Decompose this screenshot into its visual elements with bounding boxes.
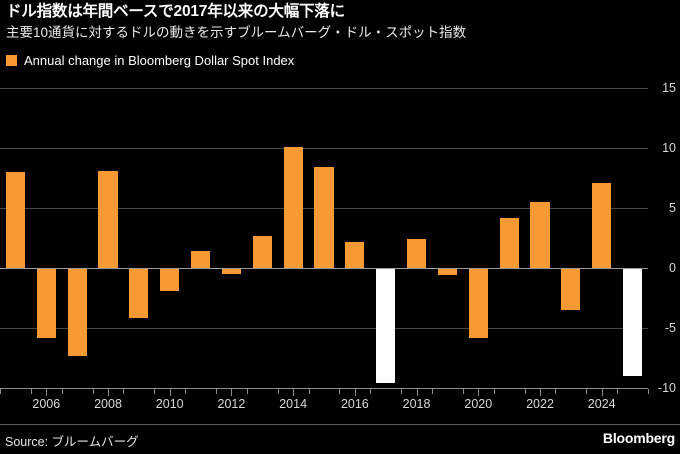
x-axis-tick — [308, 389, 310, 394]
x-axis-tick — [401, 389, 403, 394]
x-axis-tick — [216, 389, 217, 394]
x-axis-tick — [432, 389, 433, 394]
x-axis-line — [0, 388, 648, 389]
chart-bar — [252, 235, 272, 268]
x-axis-tick-label: 2010 — [155, 397, 184, 411]
x-axis-tick — [493, 389, 495, 394]
x-axis-tick — [92, 389, 94, 394]
chart-bar — [468, 268, 488, 338]
page-subtitle: 主要10通貨に対するドルの動きを示すブルームバーグ・ドル・スポット指数 — [6, 25, 467, 40]
x-axis-tick-label: 2014 — [279, 397, 308, 411]
chart-bar — [499, 217, 519, 268]
chart-bar — [160, 268, 180, 291]
page-title: ドル指数は年間ベースで2017年以来の大幅下落に — [6, 3, 345, 20]
x-axis-tick-major — [293, 389, 295, 396]
chart-bar — [98, 170, 118, 268]
y-axis-tick-label: -5 — [664, 321, 676, 335]
x-axis-tick-label: 2018 — [402, 397, 431, 411]
x-axis-tick-label: 2008 — [94, 397, 122, 411]
x-axis-tick — [185, 389, 187, 394]
x-axis-tick-major — [478, 389, 480, 396]
chart-bar — [437, 268, 457, 276]
chart-plot-area: 15 10 5 0 -5 -10 — [0, 81, 680, 395]
chart-bar — [283, 146, 303, 268]
x-axis-tick-label: 2024 — [587, 397, 616, 411]
bloomberg-logo: Bloomberg — [602, 430, 675, 446]
x-axis-tick-label: 2020 — [464, 397, 493, 411]
chart-bar — [191, 251, 211, 268]
y-axis-tick-label: 0 — [669, 261, 676, 275]
chart-bar — [407, 239, 427, 268]
chart-bar — [36, 268, 56, 338]
x-axis-tick-major — [540, 389, 541, 396]
source-label: Source: ブルームバーグ — [5, 435, 139, 449]
chart-bar — [129, 268, 149, 319]
chart-bar — [623, 268, 643, 376]
chart-bar — [67, 268, 87, 356]
x-axis-tick-major — [108, 389, 109, 396]
x-axis-tick — [555, 389, 557, 394]
x-axis-tick — [277, 389, 279, 394]
chart-bar — [592, 182, 612, 268]
zero-baseline — [0, 268, 648, 269]
gridline — [0, 148, 648, 149]
x-axis-tick — [370, 389, 372, 394]
x-axis-tick-major — [231, 389, 233, 396]
chart-bar — [530, 202, 550, 268]
x-axis-tick — [0, 389, 1, 394]
x-axis-tick — [586, 389, 588, 394]
x-axis-tick-label: 2006 — [32, 397, 61, 411]
x-axis-tick-major — [354, 389, 356, 396]
x-axis-tick-label: 2012 — [217, 397, 246, 411]
y-axis-tick-label: 5 — [669, 201, 676, 215]
x-axis-tick — [524, 389, 526, 394]
y-axis-tick-label: -10 — [657, 381, 676, 395]
x-axis-tick-label: 2016 — [340, 397, 369, 411]
gridline — [0, 88, 648, 89]
chart-bar — [376, 268, 396, 384]
gridline — [0, 328, 648, 329]
x-axis-tick — [339, 389, 341, 394]
legend-swatch-icon — [6, 54, 17, 66]
chart-legend: Annual change in Bloomberg Dollar Spot I… — [6, 51, 294, 69]
x-axis-tick-label: 2022 — [526, 397, 554, 411]
x-axis-tick — [123, 389, 125, 394]
chart-x-axis: 2006 2008 2010 2012 2014 2016 2018 2020 2022 2024 — [0, 388, 680, 422]
chart-bar — [5, 172, 25, 268]
x-axis-tick — [154, 389, 156, 394]
legend-item-label: Annual change in Bloomberg Dollar Spot I… — [24, 52, 295, 68]
chart-canvas — [0, 88, 648, 389]
x-axis-tick — [462, 389, 464, 394]
x-axis-tick-major — [46, 389, 48, 396]
x-axis-tick — [246, 389, 248, 394]
footer-divider — [0, 424, 680, 425]
chart-bar — [314, 167, 334, 268]
x-axis-tick-major — [169, 389, 171, 396]
x-axis-tick — [648, 389, 649, 394]
chart-bar — [221, 268, 241, 274]
y-axis-tick-label: 15 — [662, 81, 676, 95]
chart-bar — [561, 268, 581, 310]
x-axis-tick — [617, 389, 619, 394]
y-axis-tick-label: 10 — [662, 141, 676, 155]
x-axis-tick-major — [601, 389, 603, 396]
chart-bar — [345, 241, 365, 268]
x-axis-tick-major — [416, 389, 418, 396]
x-axis-tick — [30, 389, 32, 394]
x-axis-tick — [61, 389, 63, 394]
